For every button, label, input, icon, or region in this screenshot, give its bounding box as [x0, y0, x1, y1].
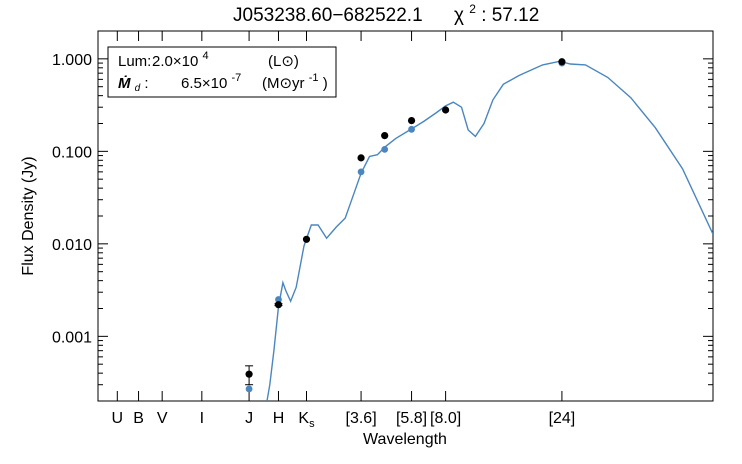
observed-point — [274, 301, 283, 309]
y-tick-label: 0.001 — [52, 329, 92, 346]
x-band-label: V — [157, 410, 168, 427]
synthetic-point — [381, 145, 389, 153]
synthetic-point — [245, 385, 253, 393]
chi2-superscript: 2 — [469, 2, 476, 16]
x-band-label: [3.6] — [346, 410, 377, 427]
x-band-label: [24] — [549, 410, 576, 427]
legend-box: Lum: 2.0×10 4 (L⊙) Ṁ d : 6.5×10 -7 (M⊙yr… — [107, 46, 337, 98]
lum-value: 2.0×10 — [152, 53, 198, 70]
mdot-colon: : — [144, 75, 148, 92]
y-axis-title: Flux Density (Jy) — [20, 156, 37, 275]
synthetic-point — [357, 168, 365, 176]
chart-title: J053238.60−682522.1 χ 2 : 57.12 — [233, 0, 539, 26]
y-tick-label: 1.000 — [52, 52, 92, 69]
x-band-label: U — [112, 410, 124, 427]
synthetic-point — [408, 125, 415, 133]
x-band-label: Ks — [298, 410, 315, 430]
legend-row-lum: Lum: 2.0×10 4 (L⊙) — [118, 46, 299, 70]
observed-point — [442, 106, 450, 114]
mdot-unit-close: ) — [323, 75, 328, 92]
mdot-value: 6.5×10 — [181, 75, 227, 92]
observed-point — [357, 154, 365, 162]
x-band-label: B — [133, 410, 144, 427]
chart-title-source: J053238.60−682522.1 — [233, 5, 423, 26]
x-band-label: [8.0] — [430, 410, 461, 427]
observed-point — [407, 116, 416, 125]
legend-frame — [107, 46, 337, 98]
lum-exponent: 4 — [202, 50, 208, 62]
x-band-label: J — [245, 410, 253, 427]
legend-row-mdot: Ṁ d : 6.5×10 -7 (M⊙yr -1 ) — [118, 68, 328, 95]
synthetic-points — [245, 59, 566, 393]
mdot-subscript: d — [135, 83, 141, 94]
y-axis-ticks: 1.000 0.100 0.010 0.001 — [52, 52, 713, 386]
x-band-label: I — [200, 410, 204, 427]
x-band-label: [5.8] — [396, 410, 427, 427]
observed-point — [558, 58, 566, 66]
lum-unit: (L⊙) — [268, 53, 299, 70]
mdot-exponent: -7 — [231, 72, 241, 84]
y-tick-label: 0.010 — [52, 237, 92, 254]
y-tick-label: 0.100 — [52, 144, 92, 161]
x-axis-title: Wavelength — [363, 431, 447, 448]
mdot-unit-exponent: -1 — [309, 72, 319, 84]
model-curve — [266, 60, 713, 401]
observed-point — [381, 131, 389, 140]
mdot-unit: (M⊙yr — [262, 75, 305, 92]
chi2-value: : 57.12 — [481, 5, 539, 26]
lum-label: Lum: — [118, 53, 151, 70]
x-axis-band-ticks: U B V I J H Ks [3.6] [5.8] [8.0] [24] — [112, 31, 576, 430]
x-band-label: H — [273, 410, 285, 427]
synthetic-point — [275, 296, 282, 303]
observed-point — [245, 370, 253, 378]
mdot-symbol: Ṁ — [118, 75, 131, 92]
chi2-symbol: χ — [454, 5, 464, 26]
observed-points — [245, 58, 566, 378]
observed-point — [302, 235, 311, 243]
